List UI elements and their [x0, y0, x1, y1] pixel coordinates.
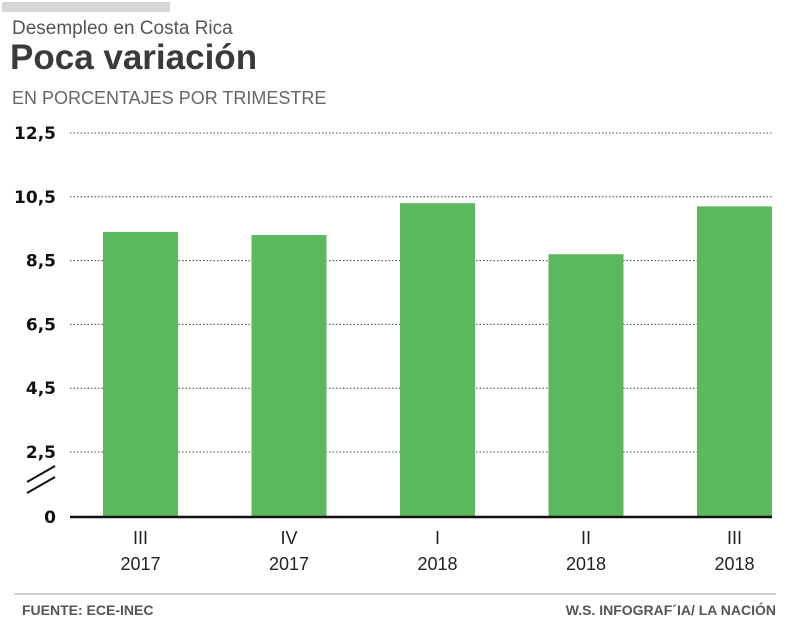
- bar: [548, 254, 624, 517]
- bar: [400, 203, 475, 517]
- y-tick-label: 4,5: [26, 379, 56, 399]
- bar: [251, 235, 327, 517]
- y-tick-label: 10,5: [14, 188, 56, 208]
- top-decorative-bar: [2, 2, 170, 12]
- source-label: FUENTE: ECE-INEC: [22, 602, 154, 618]
- x-tick-quarter: I: [435, 528, 440, 548]
- y-tick-label: 0: [44, 508, 56, 528]
- axis-break-icon: [26, 465, 56, 494]
- bar: [697, 206, 772, 517]
- y-tick-label: 8,5: [26, 252, 56, 272]
- x-tick-year: 2017: [120, 554, 160, 574]
- units-label: EN PORCENTAJES POR TRIMESTRE: [12, 88, 327, 108]
- x-tick-quarter: IV: [280, 528, 297, 548]
- y-axis-ticks: 0 2,5 4,5 6,5 8,5 10,5 12,5: [14, 124, 56, 528]
- chart-subtitle: Desempleo en Costa Rica: [12, 18, 233, 39]
- bar: [103, 231, 178, 517]
- credit-label: W.S. INFOGRAF´IA/ LA NACIÓN: [565, 602, 776, 618]
- y-tick-label: 12,5: [14, 124, 56, 144]
- x-axis-ticks: III 2017 IV 2017 I 2018 II 2018 III 2018: [120, 528, 754, 574]
- bars: [103, 203, 772, 517]
- x-tick-quarter: II: [581, 528, 591, 548]
- y-tick-label: 2,5: [26, 443, 56, 463]
- footer-divider: [14, 593, 776, 595]
- chart-title: Poca variación: [10, 38, 258, 77]
- x-tick-year: 2018: [714, 554, 754, 574]
- x-tick-quarter: III: [133, 528, 148, 548]
- x-tick-quarter: III: [727, 528, 742, 548]
- x-tick-year: 2017: [269, 554, 309, 574]
- y-tick-label: 6,5: [26, 315, 56, 335]
- x-tick-year: 2018: [566, 554, 606, 574]
- x-tick-year: 2018: [417, 554, 457, 574]
